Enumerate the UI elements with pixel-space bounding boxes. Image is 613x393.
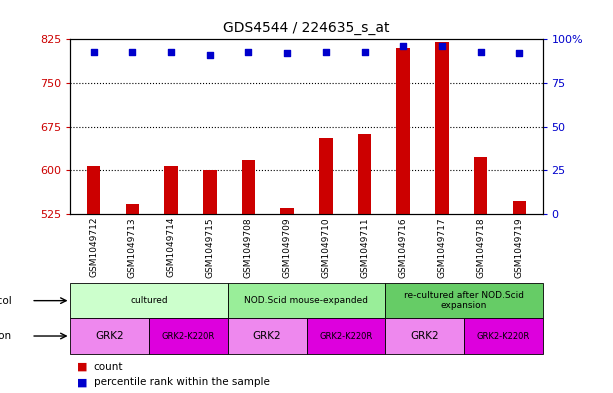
Text: ■: ■ [77,377,87,387]
Bar [228,318,306,354]
Bar [164,166,178,214]
Point [89,48,99,55]
Bar [474,157,487,214]
Text: NOD.Scid mouse-expanded: NOD.Scid mouse-expanded [245,296,368,305]
Bar [435,42,449,214]
Bar [385,318,464,354]
Point [205,52,215,58]
Text: GRK2: GRK2 [410,331,439,341]
Bar [358,134,371,214]
Text: GRK2: GRK2 [96,331,124,341]
Text: ■: ■ [77,362,87,372]
Point [282,50,292,57]
Text: GRK2: GRK2 [253,331,281,341]
Text: count: count [94,362,123,372]
Bar [319,138,333,214]
Bar [203,170,216,214]
Bar [87,166,101,214]
Point [360,48,370,55]
Text: GRK2-K220R: GRK2-K220R [319,332,373,340]
Bar [126,204,139,214]
Bar [70,318,149,354]
Text: re-cultured after NOD.Scid
expansion: re-cultured after NOD.Scid expansion [404,291,524,310]
Text: genotype/variation: genotype/variation [0,331,12,341]
Point [476,48,485,55]
Text: GRK2-K220R: GRK2-K220R [476,332,530,340]
Bar [70,283,228,318]
Text: protocol: protocol [0,296,12,306]
Text: GRK2-K220R: GRK2-K220R [162,332,215,340]
Point [514,50,524,57]
Bar [228,283,385,318]
Point [437,43,447,50]
Point [128,48,137,55]
Title: GDS4544 / 224635_s_at: GDS4544 / 224635_s_at [223,22,390,35]
Point [321,48,331,55]
Point [166,48,176,55]
Bar [280,208,294,214]
Bar [512,201,526,214]
Bar [464,318,543,354]
Point [243,48,253,55]
Bar [385,283,543,318]
Text: cultured: cultured [131,296,168,305]
Text: percentile rank within the sample: percentile rank within the sample [94,377,270,387]
Bar [306,318,385,354]
Point [398,43,408,50]
Bar [397,48,410,214]
Bar [242,160,255,214]
Bar [149,318,228,354]
